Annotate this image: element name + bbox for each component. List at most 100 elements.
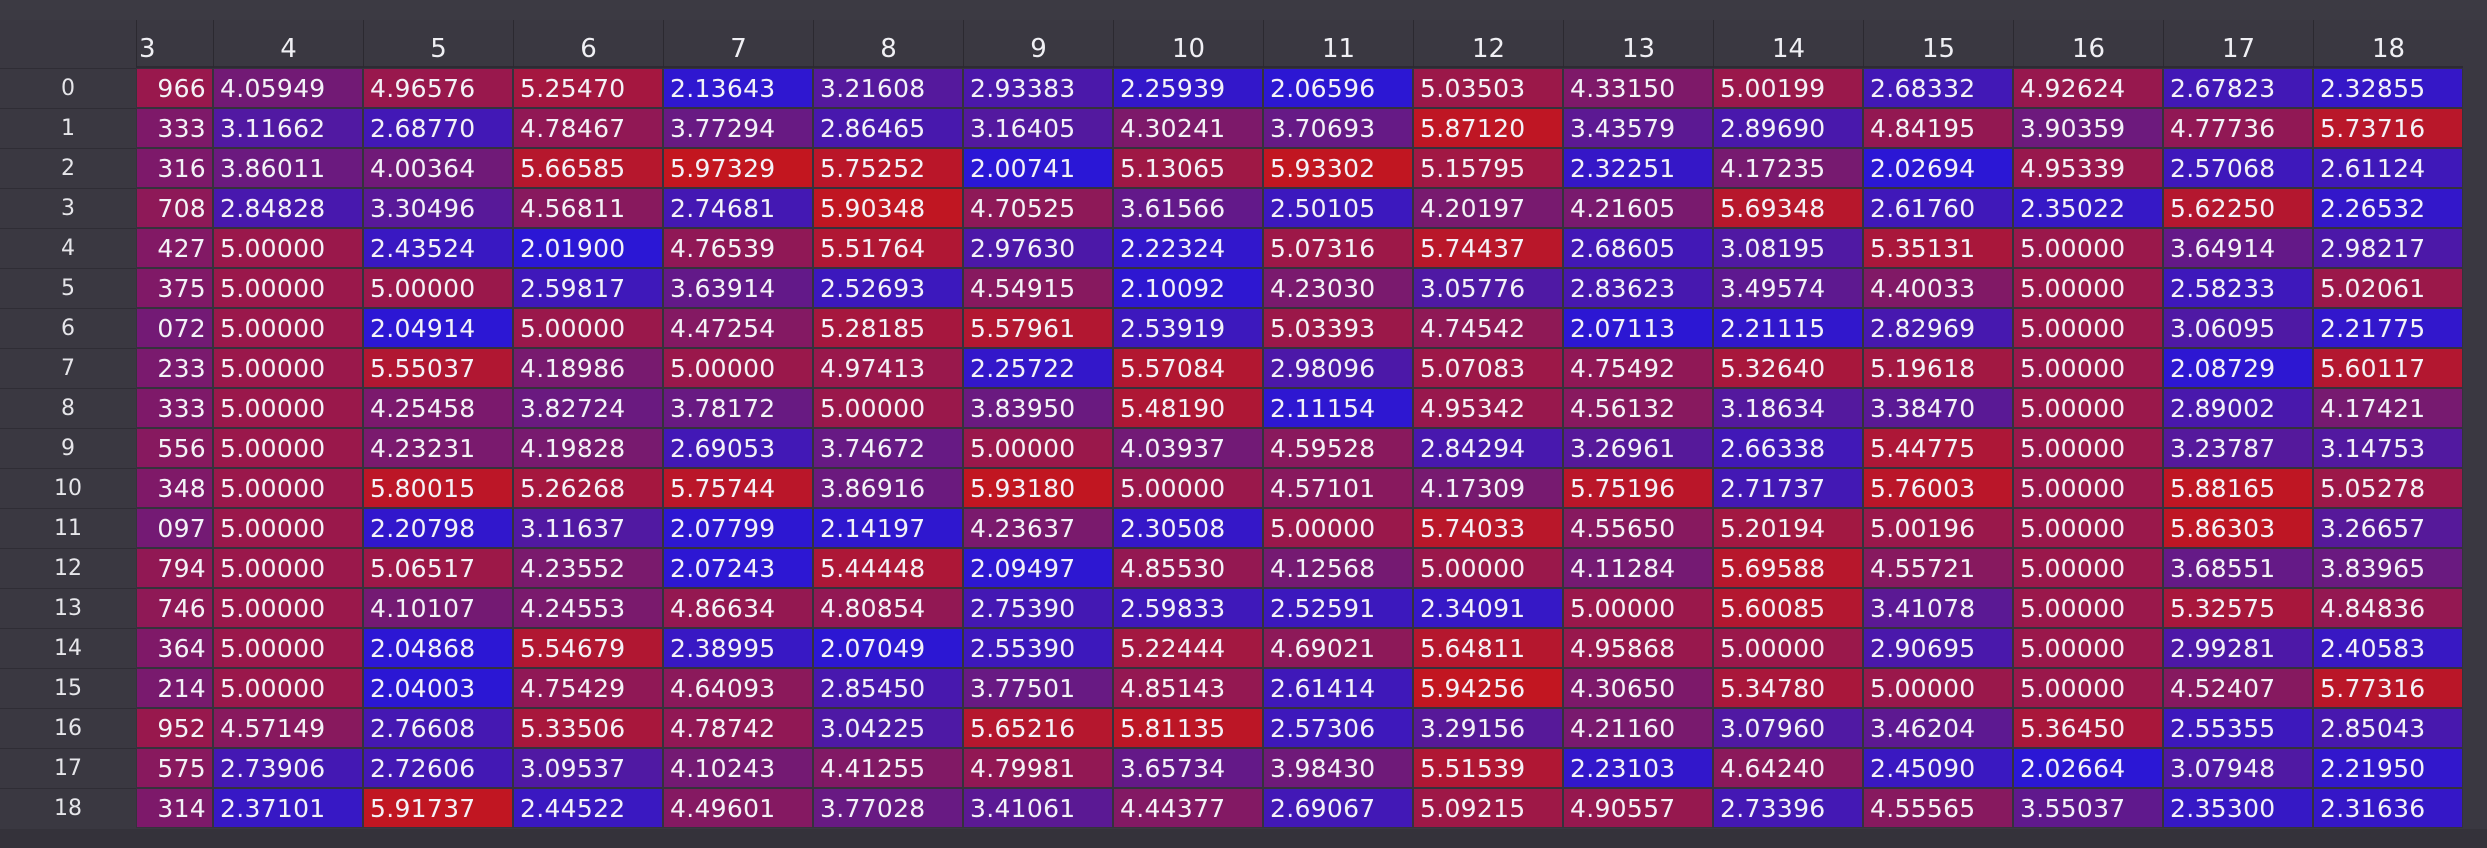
grid-cell[interactable]: 5.00000 xyxy=(213,428,363,468)
grid-cell[interactable]: 233 xyxy=(136,348,213,388)
grid-cell[interactable]: 2.00741 xyxy=(963,148,1113,188)
grid-cell[interactable]: 5.00000 xyxy=(213,348,363,388)
grid-cell[interactable]: 3.07960 xyxy=(1713,708,1863,748)
grid-cell[interactable]: 427 xyxy=(136,228,213,268)
grid-cell[interactable]: 4.57149 xyxy=(213,708,363,748)
grid-cell[interactable]: 5.13065 xyxy=(1113,148,1263,188)
grid-cell[interactable]: 5.00000 xyxy=(2013,588,2163,628)
grid-cell[interactable]: 2.07799 xyxy=(663,508,813,548)
grid-cell[interactable]: 4.33150 xyxy=(1563,68,1713,108)
grid-cell[interactable]: 5.33506 xyxy=(513,708,663,748)
grid-cell[interactable]: 575 xyxy=(136,748,213,788)
grid-cell[interactable]: 5.00199 xyxy=(1713,68,1863,108)
grid-cell[interactable]: 3.46204 xyxy=(1863,708,2013,748)
grid-cell[interactable]: 5.48190 xyxy=(1113,388,1263,428)
grid-cell[interactable]: 5.00000 xyxy=(2013,308,2163,348)
grid-cell[interactable]: 5.97329 xyxy=(663,148,813,188)
grid-cell[interactable]: 5.09215 xyxy=(1413,788,1563,828)
grid-cell[interactable]: 2.55390 xyxy=(963,628,1113,668)
grid-cell[interactable]: 2.97630 xyxy=(963,228,1113,268)
grid-cell[interactable]: 5.00000 xyxy=(213,268,363,308)
grid-cell[interactable]: 2.13643 xyxy=(663,68,813,108)
grid-cell[interactable]: 4.55721 xyxy=(1863,548,2013,588)
grid-cell[interactable]: 4.00364 xyxy=(363,148,513,188)
grid-cell[interactable]: 5.00000 xyxy=(2013,388,2163,428)
horizontal-scrollbar-track[interactable] xyxy=(0,829,2487,848)
grid-cell[interactable]: 4.12568 xyxy=(1263,548,1413,588)
grid-cell[interactable]: 2.99281 xyxy=(2163,628,2313,668)
grid-cell[interactable]: 2.58233 xyxy=(2163,268,2313,308)
grid-cell[interactable]: 2.40583 xyxy=(2313,628,2463,668)
grid-cell[interactable]: 952 xyxy=(136,708,213,748)
grid-cell[interactable]: 3.83950 xyxy=(963,388,1113,428)
grid-cell[interactable]: 5.00000 xyxy=(213,468,363,508)
column-header-15[interactable]: 15 xyxy=(1863,20,2013,68)
grid-cell[interactable]: 5.73716 xyxy=(2313,108,2463,148)
grid-cell[interactable]: 5.94256 xyxy=(1413,668,1563,708)
grid-cell[interactable]: 4.56811 xyxy=(513,188,663,228)
grid-cell[interactable]: 2.68770 xyxy=(363,108,513,148)
column-header-13[interactable]: 13 xyxy=(1563,20,1713,68)
grid-cell[interactable]: 5.26268 xyxy=(513,468,663,508)
grid-cell[interactable]: 4.80854 xyxy=(813,588,963,628)
grid-cell[interactable]: 5.74033 xyxy=(1413,508,1563,548)
grid-cell[interactable]: 2.07049 xyxy=(813,628,963,668)
grid-cell[interactable]: 3.77028 xyxy=(813,788,963,828)
grid-cell[interactable]: 2.21950 xyxy=(2313,748,2463,788)
grid-cell[interactable]: 5.00000 xyxy=(2013,228,2163,268)
grid-cell[interactable]: 5.60085 xyxy=(1713,588,1863,628)
grid-cell[interactable]: 2.71737 xyxy=(1713,468,1863,508)
grid-cell[interactable]: 3.41061 xyxy=(963,788,1113,828)
grid-cell[interactable]: 5.81135 xyxy=(1113,708,1263,748)
corner-header-cell[interactable] xyxy=(0,20,136,70)
grid-cell[interactable]: 4.25458 xyxy=(363,388,513,428)
grid-cell[interactable]: 4.55565 xyxy=(1863,788,2013,828)
row-header-5[interactable]: 5 xyxy=(0,268,136,308)
row-header-15[interactable]: 15 xyxy=(0,668,136,708)
grid-cell[interactable]: 4.23231 xyxy=(363,428,513,468)
grid-cell[interactable]: 5.00000 xyxy=(1563,588,1713,628)
grid-cell[interactable]: 3.70693 xyxy=(1263,108,1413,148)
grid-cell[interactable]: 2.89690 xyxy=(1713,108,1863,148)
grid-cell[interactable]: 4.77736 xyxy=(2163,108,2313,148)
row-header-11[interactable]: 11 xyxy=(0,508,136,548)
grid-cell[interactable]: 4.40033 xyxy=(1863,268,2013,308)
grid-cell[interactable]: 746 xyxy=(136,588,213,628)
grid-cell[interactable]: 4.11284 xyxy=(1563,548,1713,588)
grid-cell[interactable]: 3.30496 xyxy=(363,188,513,228)
grid-cell[interactable]: 4.41255 xyxy=(813,748,963,788)
grid-cell[interactable]: 4.21160 xyxy=(1563,708,1713,748)
column-header-7[interactable]: 7 xyxy=(663,20,813,68)
grid-cell[interactable]: 4.90557 xyxy=(1563,788,1713,828)
grid-cell[interactable]: 2.86465 xyxy=(813,108,963,148)
grid-cell[interactable]: 3.86011 xyxy=(213,148,363,188)
grid-cell[interactable]: 4.86634 xyxy=(663,588,813,628)
grid-cell[interactable]: 5.00000 xyxy=(213,308,363,348)
grid-cell[interactable]: 4.69021 xyxy=(1263,628,1413,668)
grid-cell[interactable]: 3.41078 xyxy=(1863,588,2013,628)
grid-cell[interactable]: 2.02694 xyxy=(1863,148,2013,188)
grid-cell[interactable]: 2.66338 xyxy=(1713,428,1863,468)
row-header-16[interactable]: 16 xyxy=(0,708,136,748)
grid-cell[interactable]: 4.23552 xyxy=(513,548,663,588)
grid-cell[interactable]: 2.21115 xyxy=(1713,308,1863,348)
grid-cell[interactable]: 4.84195 xyxy=(1863,108,2013,148)
grid-cell[interactable]: 5.00000 xyxy=(2013,348,2163,388)
column-header-6[interactable]: 6 xyxy=(513,20,663,68)
grid-cell[interactable]: 3.82724 xyxy=(513,388,663,428)
grid-cell[interactable]: 2.35022 xyxy=(2013,188,2163,228)
grid-cell[interactable]: 4.79981 xyxy=(963,748,1113,788)
grid-cell[interactable]: 5.62250 xyxy=(2163,188,2313,228)
column-header-4[interactable]: 4 xyxy=(213,20,363,68)
grid-cell[interactable]: 2.67823 xyxy=(2163,68,2313,108)
grid-cell[interactable]: 2.26532 xyxy=(2313,188,2463,228)
grid-cell[interactable]: 2.44522 xyxy=(513,788,663,828)
grid-cell[interactable]: 316 xyxy=(136,148,213,188)
grid-cell[interactable]: 5.00000 xyxy=(2013,268,2163,308)
grid-cell[interactable]: 2.25722 xyxy=(963,348,1113,388)
column-header-18[interactable]: 18 xyxy=(2313,20,2463,68)
grid-cell[interactable]: 2.52591 xyxy=(1263,588,1413,628)
grid-cell[interactable]: 5.00000 xyxy=(2013,548,2163,588)
grid-cell[interactable]: 2.84294 xyxy=(1413,428,1563,468)
